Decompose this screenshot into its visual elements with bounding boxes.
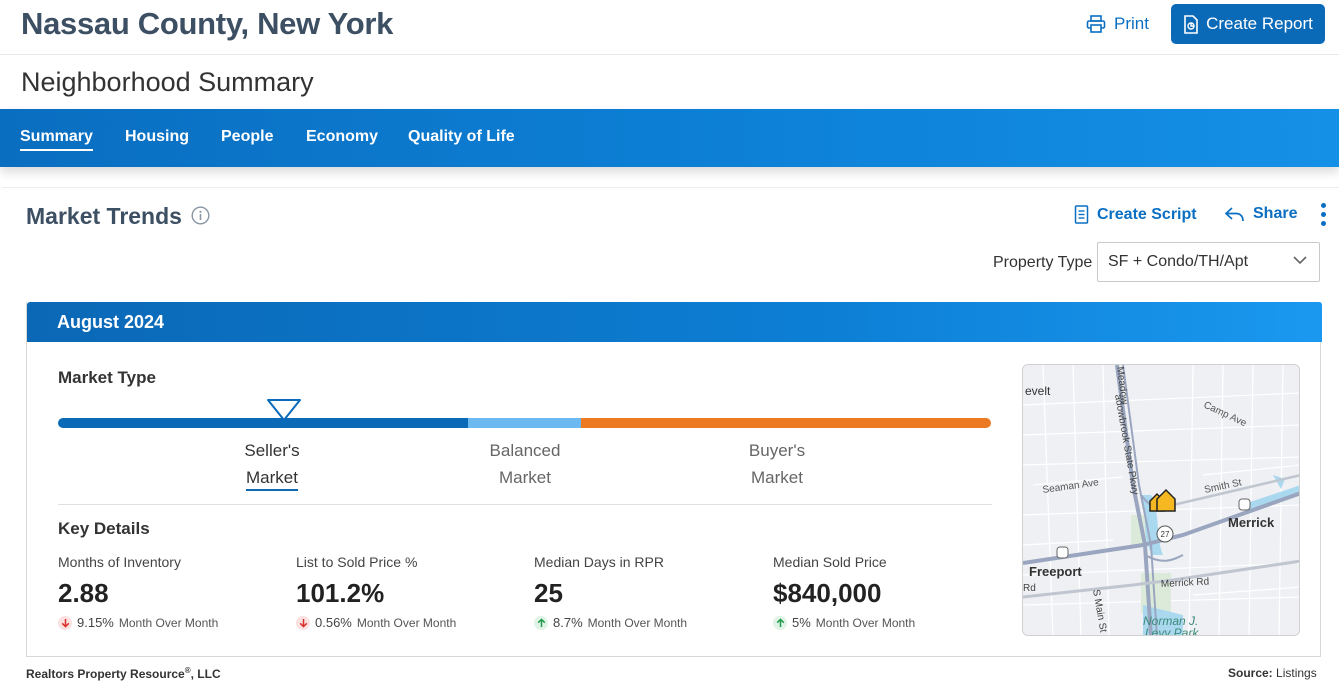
arrow-down-icon	[58, 615, 72, 630]
create-script-label: Create Script	[1097, 205, 1197, 223]
svg-text:27: 27	[1161, 530, 1170, 539]
footer-attribution: Realtors Property Resource®, LLC	[26, 666, 221, 681]
balanced-market-bar	[468, 418, 581, 428]
key-detail-median-sold-price: Median Sold Price $840,000 5% Month Over…	[773, 554, 916, 630]
property-type-select[interactable]: SF + Condo/TH/Apt	[1097, 242, 1320, 282]
share-button[interactable]: Share	[1224, 205, 1297, 223]
print-label: Print	[1114, 14, 1149, 33]
arrow-down-icon	[296, 615, 310, 630]
create-report-label: Create Report	[1206, 14, 1313, 33]
svg-text:Rd: Rd	[1023, 583, 1036, 594]
market-trends-card: Market Trends Create Script Share Proper…	[2, 187, 1339, 684]
arrow-up-icon	[773, 615, 787, 630]
svg-text:Levy Park: Levy Park	[1145, 626, 1199, 636]
svg-text:Meadow: Meadow	[1114, 366, 1130, 406]
buyer-market-bar	[581, 418, 991, 428]
share-label: Share	[1253, 205, 1298, 222]
tab-people[interactable]: People	[221, 128, 274, 145]
svg-text:Merrick Rd: Merrick Rd	[1161, 576, 1210, 590]
page-title: Neighborhood Summary	[21, 67, 314, 97]
market-type-label: Market Type	[58, 368, 156, 387]
chevron-down-icon	[1293, 256, 1307, 265]
arrow-up-icon	[534, 615, 548, 630]
info-icon[interactable]	[191, 206, 210, 225]
footer-source: Source: Listings	[1228, 666, 1317, 680]
tab-quality-of-life[interactable]: Quality of Life	[408, 128, 515, 145]
market-trends-title: Market Trends	[26, 203, 182, 229]
document-icon	[1074, 205, 1089, 224]
tab-economy[interactable]: Economy	[306, 128, 379, 145]
create-report-button[interactable]: Create Report	[1171, 4, 1325, 44]
svg-text:Merrick: Merrick	[1228, 515, 1275, 530]
seller-market-bar	[58, 418, 468, 428]
market-type-buyer: Buyer's Market	[748, 441, 806, 487]
report-document-icon	[1184, 14, 1198, 34]
divider	[58, 504, 992, 505]
month-title: August 2024	[57, 312, 165, 332]
printer-icon	[1086, 15, 1106, 33]
property-type-value: SF + Condo/TH/Apt	[1108, 253, 1249, 270]
share-arrow-icon	[1225, 206, 1244, 221]
month-header: August 2024	[27, 302, 1322, 342]
key-detail-median-days: Median Days in RPR 25 8.7% Month Over Mo…	[534, 554, 688, 630]
print-button[interactable]: Print	[1086, 12, 1149, 36]
more-options-icon[interactable]	[1318, 203, 1328, 229]
svg-text:evelt: evelt	[1025, 384, 1051, 398]
top-header: Nassau County, New York Print Create Rep…	[0, 0, 1339, 55]
tab-housing[interactable]: Housing	[125, 128, 189, 145]
tab-summary[interactable]: Summary	[20, 128, 93, 151]
location-map[interactable]: 27 evelt Camp Ave Seaman Ave Smith St Me…	[1022, 364, 1300, 636]
svg-text:Norman J.: Norman J.	[1143, 614, 1198, 628]
home-marker-icon	[1149, 488, 1176, 512]
property-type-label: Property Type	[993, 254, 1093, 271]
key-detail-list-to-sold: List to Sold Price % 101.2% 0.56% Month …	[296, 554, 457, 630]
county-title: Nassau County, New York	[21, 6, 394, 41]
market-type-seller: Seller's Market	[227, 437, 317, 491]
key-detail-months-of-inventory: Months of Inventory 2.88 9.15% Month Ove…	[58, 554, 219, 630]
map-graphic: 27 evelt Camp Ave Seaman Ave Smith St Me…	[1023, 365, 1299, 636]
svg-text:Freeport: Freeport	[1029, 564, 1082, 579]
create-script-button[interactable]: Create Script	[1074, 205, 1197, 224]
section-nav: Summary Housing People Economy Quality o…	[0, 109, 1339, 167]
market-indicator-icon	[267, 399, 301, 421]
month-panel: August 2024 Market Type Seller's Market …	[26, 302, 1322, 657]
key-details-label: Key Details	[58, 519, 150, 538]
market-type-balanced: Balanced Market	[489, 441, 561, 487]
